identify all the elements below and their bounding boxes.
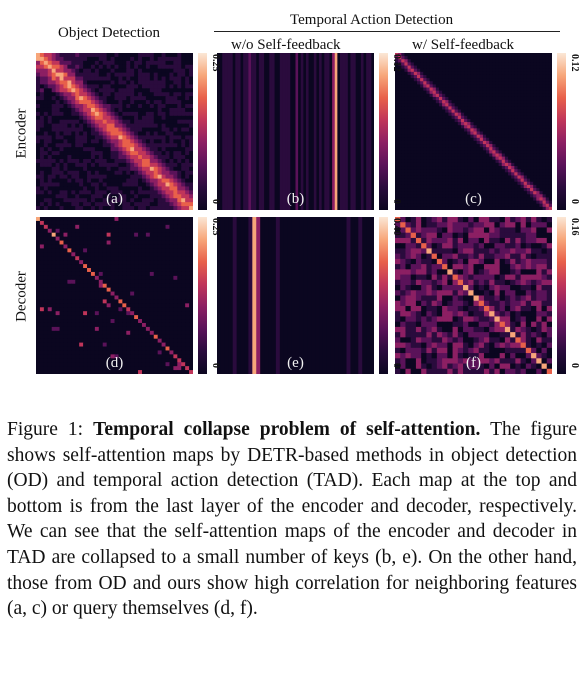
colorbar-d (198, 217, 207, 374)
attention-map-b: (b) (217, 53, 374, 210)
attention-map-c: (c) (395, 53, 552, 210)
colorbar-d-min: 0 (210, 363, 221, 368)
panel-label-b: (b) (286, 191, 305, 207)
attention-map-a: (a) (36, 53, 193, 210)
colorbar-f (557, 217, 566, 374)
panel-label-c: (c) (465, 191, 482, 207)
colorbar-b (379, 53, 388, 210)
colorbar-e-min: 0 (391, 363, 402, 368)
colorbar-f-min: 0 (569, 363, 580, 368)
tad-title: Temporal Action Detection (290, 12, 454, 28)
colorbar-d-max: 0.25 (210, 218, 221, 236)
colorbar-e (379, 217, 388, 374)
panel-label-a: (a) (106, 191, 123, 207)
colorbar-c-max: 0.12 (569, 54, 580, 72)
encoder-row-label: Encoder (13, 108, 30, 159)
colorbar-c (557, 53, 566, 210)
attention-map-f: (f) (395, 217, 552, 374)
colorbar-e-max: 0.40 (391, 218, 402, 236)
colorbar-c-min: 0 (569, 199, 580, 204)
panel-label-d: (d) (105, 355, 124, 371)
caption-body: The figure shows self-attention maps by … (7, 419, 577, 620)
colorbar-b-max: 0.12 (391, 54, 402, 72)
decoder-row-label: Decoder (13, 271, 30, 322)
panel-label-f: (f) (466, 355, 481, 371)
tad-header-rule (214, 31, 560, 32)
object-detection-title: Object Detection (58, 25, 161, 41)
wo-feedback-title: w/o Self-feedback (231, 37, 341, 53)
colorbar-a (198, 53, 207, 210)
colorbar-a-min: 0 (210, 199, 221, 204)
panel-label-e: (e) (287, 355, 304, 371)
attention-map-e: (e) (217, 217, 374, 374)
colorbar-f-max: 0.16 (569, 218, 580, 236)
caption-prefix: Figure 1: (7, 419, 94, 440)
w-feedback-title: w/ Self-feedback (412, 37, 515, 53)
figure-caption: Figure 1: Temporal collapse problem of s… (7, 417, 577, 622)
colorbar-b-min: 0 (391, 199, 402, 204)
caption-title: Temporal collapse problem of self-attent… (93, 419, 481, 440)
attention-map-d: (d) (36, 217, 193, 374)
colorbar-a-max: 0.25 (210, 54, 221, 72)
